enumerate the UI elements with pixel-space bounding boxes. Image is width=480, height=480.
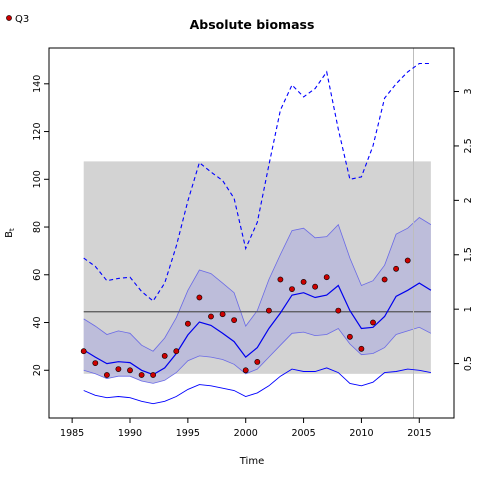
y-tick-label: 40 — [32, 316, 43, 328]
q3-point — [219, 311, 226, 318]
ci-band-layer — [83, 217, 432, 384]
q3-point — [208, 313, 214, 320]
y2-tick-label: 3 — [463, 89, 474, 95]
y-tick-label: 140 — [32, 75, 43, 93]
q3-point — [231, 317, 237, 323]
q3-point — [196, 294, 203, 301]
q3-point — [184, 320, 191, 327]
median-line-layer — [83, 282, 432, 376]
q3-points-layer — [80, 257, 411, 378]
y2-tick-label: 0.5 — [463, 356, 474, 371]
legend-label-q3: Q3 — [15, 14, 29, 25]
q3-point — [277, 276, 284, 283]
x-tick-label: 1995 — [176, 428, 200, 439]
x-axis-label: Time — [239, 456, 264, 467]
plot-frame — [48, 47, 455, 419]
q3-point — [289, 286, 295, 292]
q3-point — [254, 358, 261, 365]
q3-point — [358, 345, 365, 352]
y-tick-label: 60 — [32, 269, 43, 281]
x-tick-label: 2010 — [349, 428, 373, 439]
outer-ci-upper-line — [83, 62, 431, 302]
q3-point — [300, 278, 307, 285]
y2-tick-label: 1 — [463, 306, 474, 312]
q3-point — [381, 276, 388, 283]
y2-axis: 0.5 1 1.5 2 2.5 3 — [454, 89, 474, 371]
q3-point — [92, 360, 99, 366]
x-axis: 1985 1990 1995 2000 2005 2010 2015 — [60, 418, 431, 439]
q3-point — [138, 372, 145, 378]
ci-band-area — [83, 217, 431, 384]
q3-point — [150, 372, 156, 378]
legend-marker-q3 — [6, 15, 12, 21]
q3-point — [312, 283, 318, 290]
y-tick-label: 120 — [32, 122, 43, 140]
q3-point — [161, 352, 168, 359]
outer-ci-line-layer — [83, 62, 431, 405]
y2-tick-label: 1.5 — [463, 247, 474, 262]
x-tick-label: 2000 — [234, 428, 258, 439]
y-tick-label: 80 — [32, 221, 43, 233]
x-tick-label: 2015 — [407, 428, 431, 439]
q3-point — [323, 274, 330, 281]
q3-point — [104, 372, 110, 378]
chart-title: Absolute biomass — [190, 17, 315, 32]
legend: Q3 — [6, 14, 29, 25]
q3-point — [265, 307, 272, 314]
q3-point — [242, 367, 249, 374]
q3-point — [346, 333, 353, 340]
ci-band-lower-line — [83, 326, 432, 384]
q3-point — [404, 257, 411, 264]
x-tick-label: 2005 — [291, 428, 315, 439]
q3-point — [173, 348, 180, 355]
ci-band-upper-line — [83, 217, 432, 352]
q3-point — [335, 307, 342, 314]
q3-point — [115, 366, 122, 372]
median-line — [83, 282, 432, 376]
y-axis-label: Bt — [4, 228, 16, 238]
y2-tick-label: 2.5 — [463, 138, 474, 153]
y-axis-label-subscript: t — [8, 228, 16, 231]
y-tick-label: 20 — [32, 364, 43, 376]
q3-point — [127, 367, 133, 374]
y2-tick-label: 2 — [463, 197, 474, 203]
y-tick-label: 100 — [32, 170, 43, 188]
q3-point — [370, 319, 376, 326]
outer-ci-lower-line — [83, 367, 431, 405]
y-axis: 20 40 60 80 100 120 140 — [32, 75, 49, 376]
x-tick-label: 1985 — [60, 428, 84, 439]
q3-point — [80, 348, 87, 355]
x-tick-label: 1990 — [118, 428, 142, 439]
q3-point — [393, 265, 399, 272]
